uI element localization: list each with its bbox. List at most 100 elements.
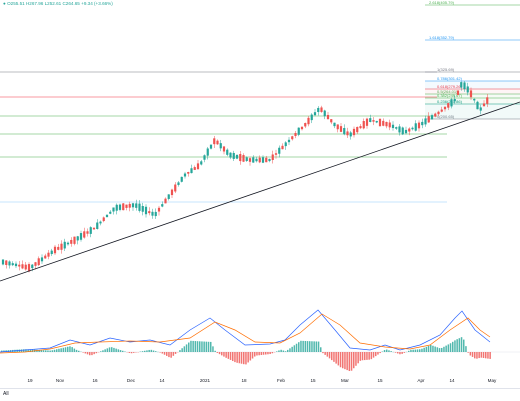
candle-body: [151, 212, 153, 216]
macd-histogram-bar: [228, 352, 230, 359]
candle-body: [454, 99, 456, 101]
candle-body: [317, 108, 319, 112]
macd-histogram-bar: [421, 349, 423, 352]
macd-histogram-bar: [252, 352, 254, 359]
candle-body: [80, 233, 82, 240]
candle-body: [103, 217, 105, 221]
candle-body: [21, 264, 23, 268]
macd-histogram-bar: [168, 352, 170, 357]
macd-histogram-bar: [203, 342, 205, 352]
candle-body: [337, 124, 339, 129]
candle-body: [259, 158, 261, 163]
candle-body: [229, 153, 231, 158]
candle-body: [15, 264, 17, 266]
candle-body: [294, 133, 296, 136]
candle-body: [405, 130, 407, 133]
fib-zone: [425, 89, 520, 94]
macd-histogram-bar: [47, 350, 49, 352]
macd-histogram-bar: [346, 352, 348, 370]
macd-line: [0, 310, 490, 352]
macd-histogram-bar: [300, 341, 302, 352]
macd-histogram-bar: [96, 352, 98, 353]
candle-body: [93, 228, 95, 230]
macd-histogram-bar: [305, 341, 307, 352]
macd-histogram-bar: [87, 352, 89, 354]
candle-body: [268, 159, 270, 161]
candle-body: [252, 157, 254, 162]
horizontal-lines[interactable]: [0, 72, 447, 202]
macd-histogram-bar: [311, 341, 313, 352]
macd-histogram-bar: [118, 349, 120, 352]
macd-histogram-bar: [71, 347, 73, 352]
candle-body: [51, 251, 53, 254]
candle-body: [223, 146, 225, 151]
macd-histogram-bar: [272, 352, 274, 353]
candle-body: [34, 262, 36, 266]
candle-body: [350, 132, 352, 136]
macd-histogram-bar: [65, 347, 67, 352]
macd-histogram-bar: [60, 348, 62, 352]
macd-histogram-bar: [371, 352, 373, 359]
candle-body: [145, 207, 147, 214]
macd-histogram-bar: [208, 342, 210, 352]
candle-body: [174, 185, 176, 192]
candle-body: [320, 107, 322, 111]
candle-body: [12, 263, 14, 265]
macd-histogram-bar: [56, 349, 58, 352]
candle-body: [106, 215, 108, 217]
macd-histogram-bar: [115, 349, 117, 352]
candle-body: [324, 111, 326, 117]
candle-body: [207, 148, 209, 155]
macd-histogram-bar: [162, 352, 164, 354]
candle-body: [402, 128, 404, 135]
macd-histogram-bar: [461, 337, 463, 352]
macd-histogram-bar: [181, 348, 183, 352]
fib-retracement[interactable]: 2.618(405.79)1.618(352.79)1(325.69)0.786…: [425, 0, 520, 119]
macd-histogram-bar: [199, 341, 201, 352]
fib-zone: [425, 94, 520, 98]
candle-body: [54, 247, 56, 254]
candle-body: [70, 240, 72, 244]
candle-body: [385, 122, 387, 126]
macd-histogram-bar: [364, 352, 366, 360]
candle-body: [392, 125, 394, 128]
candle-body: [44, 256, 46, 259]
candle-body: [57, 247, 59, 250]
candle-body: [255, 159, 257, 161]
macd-histogram-bar: [327, 352, 329, 357]
macd-histogram-bar: [289, 348, 291, 352]
macd-histogram-bar: [368, 352, 370, 360]
candle-body: [382, 121, 384, 126]
ohlc-values: O255.51 H267.96 L252.61 C264.65 +9.34 (+…: [7, 1, 113, 6]
macd-histogram-bar: [52, 350, 54, 352]
candle-body: [77, 236, 79, 240]
candle-body: [421, 122, 423, 125]
macd-histogram-bar: [377, 352, 379, 355]
fib-level-label: 0.786(301.42): [437, 76, 463, 81]
trendline[interactable]: [0, 102, 520, 281]
candle-body: [2, 260, 4, 265]
macd-histogram-bar: [173, 352, 175, 356]
candle-body: [161, 204, 163, 206]
candle-body: [473, 99, 475, 101]
candle-body: [239, 154, 241, 161]
up-dot-icon: ●: [3, 1, 6, 6]
candle-body: [480, 107, 482, 110]
candle-body: [171, 190, 173, 195]
macd-histogram-bar: [478, 352, 480, 358]
macd-histogram-bar: [225, 352, 227, 358]
macd-histogram-bar: [335, 352, 337, 364]
macd-histogram-bar: [195, 341, 197, 352]
range-all-button[interactable]: All: [3, 391, 9, 397]
macd-histogram-bar: [100, 351, 102, 352]
macd-histogram-bar: [344, 352, 346, 369]
candle-body: [457, 91, 459, 95]
macd-histogram-bar: [404, 352, 406, 353]
macd-histogram-bar: [144, 351, 146, 352]
macd-histogram-bar: [256, 352, 258, 356]
macd-histogram-bar: [186, 344, 188, 352]
macd-histogram-bar: [417, 349, 419, 352]
